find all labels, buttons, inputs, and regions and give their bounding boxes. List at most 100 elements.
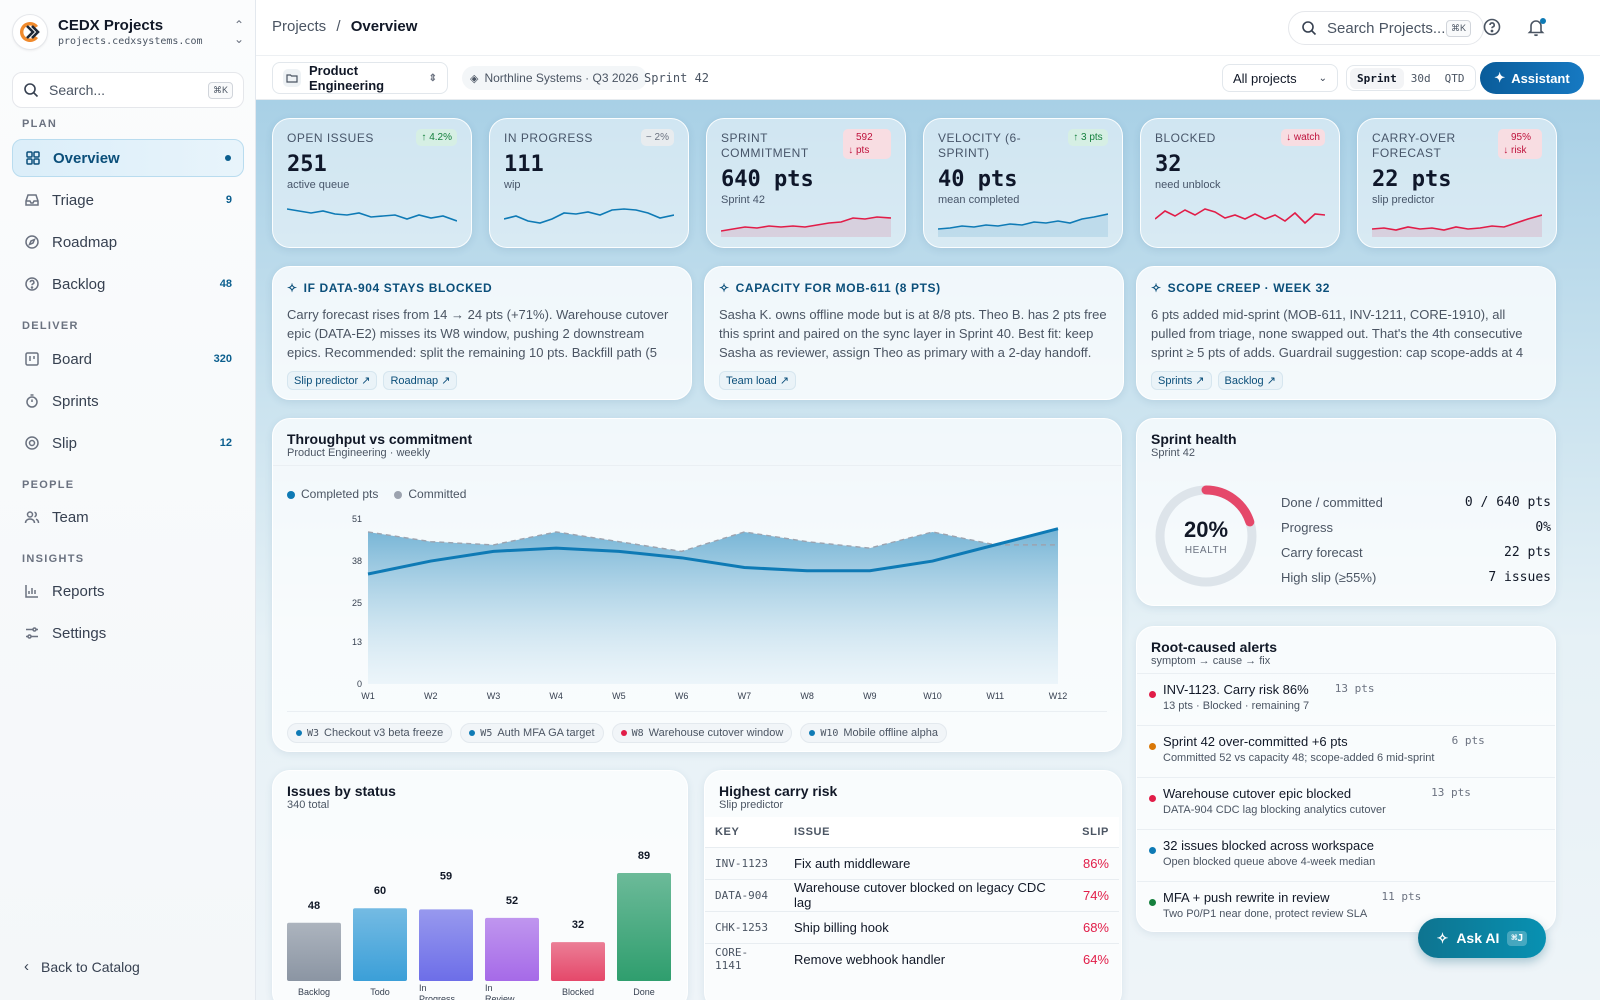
table-row[interactable]: DATA-904 Warehouse cutover blocked on leg… <box>705 878 1119 911</box>
alert-item[interactable]: Warehouse cutover epic blocked 13 pts DATA… <box>1137 777 1555 829</box>
milestone-chips: W3 Checkout v3 beta freeze W5 Auth MFA GA … <box>287 723 947 743</box>
kpi-open-issues[interactable]: OPEN ISSUES ↑ 4.2% 251 active queue <box>272 118 472 248</box>
sidebar-item-backlog[interactable]: Backlog 48 <box>12 265 244 303</box>
kanban-icon <box>24 351 40 367</box>
chevron-updown-icon: ⇕ <box>428 72 437 84</box>
workspace-select[interactable]: Product Engineering ⇕ <box>272 62 448 94</box>
sidebar-item-sprints[interactable]: Sprints <box>12 382 244 420</box>
sidebar-item-label: Backlog <box>52 275 106 293</box>
bell-icon[interactable] <box>1526 17 1548 39</box>
table-row[interactable]: INV-1123 Fix auth middleware 86% <box>705 846 1119 879</box>
status-bar-chart: 48 Backlog 60 Todo 59 In Progress 52 In Review 32 B… <box>287 850 671 1000</box>
kpi-sparkline <box>1155 208 1325 225</box>
kpi-velocity[interactable]: VELOCITY (6-SPRINT) ↑ 3 pts 40 pts mean … <box>923 118 1123 248</box>
health-row: Carry forecast 22 pts <box>1281 545 1551 560</box>
completed-line <box>367 527 1059 576</box>
sidebar-item-label: Board <box>52 350 93 368</box>
ask-ai-button[interactable]: ✧ Ask AI ⌘J <box>1418 918 1546 958</box>
segment-sprint[interactable]: Sprint <box>1350 67 1404 89</box>
cedx-logo <box>12 14 48 50</box>
status-bar <box>287 922 341 981</box>
carry-risk-table: KEY ISSUE SLIP INV-1123 Fix auth middlewa… <box>705 817 1119 975</box>
x-tick-label: W5 <box>612 691 626 701</box>
kpi-sparkline <box>938 213 1108 237</box>
help-icon[interactable] <box>1482 17 1504 39</box>
x-tick-label: W11 <box>986 691 1004 701</box>
project-search-input[interactable]: Search Projects... ⌘K <box>1288 11 1484 45</box>
col-key[interactable]: KEY <box>705 817 785 847</box>
project-filter-select[interactable]: All projects ⌄ <box>1222 64 1338 92</box>
insight-body: Sasha K. owns offline mode but is at 8/8… <box>719 307 1107 360</box>
insight-tag[interactable]: Slip predictor ↗ <box>287 371 378 390</box>
x-tick-label: W12 <box>1049 691 1068 701</box>
milestone-chip[interactable]: W3 Checkout v3 beta freeze <box>287 723 453 743</box>
kpi-value: 640 pts <box>721 167 814 192</box>
kpi-carry-over[interactable]: CARRY-OVER FORECAST ↓ 95% risk 22 pts sl… <box>1357 118 1557 248</box>
insight-card[interactable]: ✧ SCOPE CREEP · WEEK 32 6 pts added mid-s… <box>1136 266 1556 400</box>
col-slip[interactable]: SLIP <box>1072 817 1119 847</box>
chevron-down-icon: ⌄ <box>1318 72 1327 84</box>
kpi-sprint-commitment[interactable]: SPRINT COMMITMENT ↓ 592 pts 640 pts Spri… <box>706 118 906 248</box>
bar-category-label: In Review <box>485 983 515 1000</box>
carry-risk-panel: Highest carry risk Slip predictor KEY IS… <box>704 770 1122 1000</box>
milestone-chip[interactable]: W8 Warehouse cutover window <box>611 723 793 743</box>
col-issue[interactable]: ISSUE <box>784 817 1073 847</box>
alerts-panel: Root-caused alerts symptom → cause → fix… <box>1136 626 1556 932</box>
sidebar-item-roadmap[interactable]: Roadmap <box>12 223 244 261</box>
legend-completed[interactable]: Completed pts <box>287 487 378 501</box>
kpi-sub: active queue <box>287 179 350 191</box>
sidebar-item-reports[interactable]: Reports <box>12 572 244 610</box>
segment-qtd[interactable]: QTD <box>1444 71 1465 85</box>
folder-icon <box>283 69 301 87</box>
table-row[interactable]: CHK-1253 Ship billing hook 68% <box>705 910 1119 943</box>
breadcrumb-projects[interactable]: Projects <box>272 18 327 35</box>
milestone-chip[interactable]: W5 Auth MFA GA target <box>460 723 604 743</box>
x-tick-label: W1 <box>361 691 375 701</box>
kpi-blocked[interactable]: BLOCKED ↓ watch 32 need unblock <box>1140 118 1340 248</box>
insight-card[interactable]: ✧ IF DATA-904 STAYS BLOCKED Carry forecas… <box>272 266 692 400</box>
sidebar-item-label: Sprints <box>52 392 99 410</box>
alert-item[interactable]: MFA + push rewrite in review 11 pts Two P0… <box>1137 881 1555 931</box>
legend-committed[interactable]: Committed <box>394 487 466 501</box>
alert-item[interactable]: Sprint 42 over-committed +6 pts 6 pts Comm… <box>1137 725 1555 777</box>
insight-tag[interactable]: Backlog ↗ <box>1217 371 1283 390</box>
sidebar-item-overview[interactable]: Overview <box>12 139 244 177</box>
x-tick-label: W2 <box>424 691 438 701</box>
workspace-switcher[interactable]: CEDX Projects projects.cedxsystems.com ⌃… <box>12 12 244 52</box>
insight-tag[interactable]: Roadmap ↗ <box>383 371 458 390</box>
bar-category-label: Blocked <box>562 987 594 997</box>
sidebar-item-settings[interactable]: Settings <box>12 614 244 652</box>
alert-item[interactable]: INV-1123. Carry risk 86% 13 pts 13 pts · B… <box>1137 673 1555 725</box>
insight-tag[interactable]: Sprints ↗ <box>1151 371 1212 390</box>
assistant-button[interactable]: ✦ Assistant <box>1480 62 1584 94</box>
kpi-label: IN PROGRESS <box>504 131 593 145</box>
kpi-delta: ↑ 3 pts <box>1068 129 1108 146</box>
milestone-chip[interactable]: W10 Mobile offline alpha <box>800 723 947 743</box>
alert-item[interactable]: 32 issues blocked across workspace Open b… <box>1137 829 1555 881</box>
sidebar-item-label: Settings <box>52 624 107 642</box>
sidebar-item-label: Roadmap <box>52 233 118 251</box>
segment-30d[interactable]: 30d <box>1410 71 1431 85</box>
status-bar <box>419 909 473 981</box>
insight-tag[interactable]: Team load ↗ <box>719 371 797 390</box>
sidebar-item-team[interactable]: Team <box>12 498 244 536</box>
bar-value-label: 60 <box>374 885 386 897</box>
x-tick-label: W9 <box>863 691 877 701</box>
kpi-sparkline <box>1372 214 1542 237</box>
y-tick-label: 13 <box>352 637 362 647</box>
kpi-in-progress[interactable]: IN PROGRESS − 2% 111 wip <box>489 118 689 248</box>
sidebar-item-slip[interactable]: Slip 12 <box>12 424 244 462</box>
sprint-label: Sprint 42 <box>644 71 710 85</box>
x-tick-label: W10 <box>923 691 942 701</box>
sidebar-item-triage[interactable]: Triage 9 <box>12 181 244 219</box>
sidebar-item-board[interactable]: Board 320 <box>12 340 244 378</box>
sidebar-search-placeholder: Search... <box>49 82 106 98</box>
kpi-sparkline <box>504 208 674 224</box>
chart-legend: Completed pts Committed <box>287 487 466 501</box>
back-to-catalog-link[interactable]: ‹ Back to Catalog <box>24 958 140 975</box>
insight-body: Carry forecast rises from 14 → 24 pts (+… <box>287 307 669 360</box>
insight-card[interactable]: ✧ CAPACITY FOR MOB-611 (8 PTS) Sasha K. o… <box>704 266 1124 400</box>
table-row[interactable]: CORE-1141 Remove webhook handler 64% <box>705 942 1119 975</box>
x-tick-label: W4 <box>549 691 563 701</box>
sidebar-search-input[interactable]: Search... ⌘K <box>12 72 244 108</box>
